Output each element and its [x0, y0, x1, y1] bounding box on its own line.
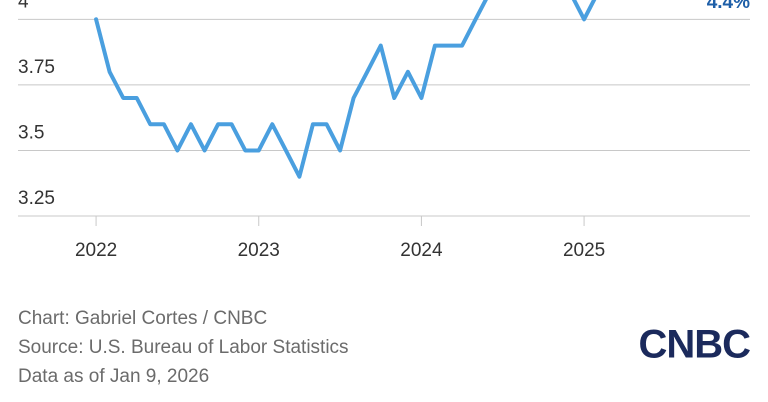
plot: [94, 0, 597, 179]
end-value-label: 4.4%: [707, 0, 750, 13]
logo: CNBC: [638, 323, 750, 367]
footer-credit: Chart: Gabriel Cortes / CNBC: [18, 308, 267, 329]
x-tick-label: 2022: [75, 240, 117, 261]
x-tick-label: 2024: [400, 240, 443, 261]
y-tick-label: 3.25: [18, 188, 55, 209]
y-tick-label: 3.5: [18, 122, 44, 143]
series-line: [94, 0, 597, 179]
y-tick-label: 4: [18, 0, 29, 12]
x-tick-label: 2023: [238, 240, 280, 261]
x-tick-label: 2025: [563, 240, 605, 261]
y-tick-label: 3.75: [18, 57, 55, 78]
footer-date: Data as of Jan 9, 2026: [18, 366, 209, 387]
labels: 3.25 3.5 3.75 4 2022 2023 2024 2025 4.4%: [18, 0, 750, 261]
footer-source: Source: U.S. Bureau of Labor Statistics: [18, 337, 349, 358]
grid: [18, 18, 750, 226]
